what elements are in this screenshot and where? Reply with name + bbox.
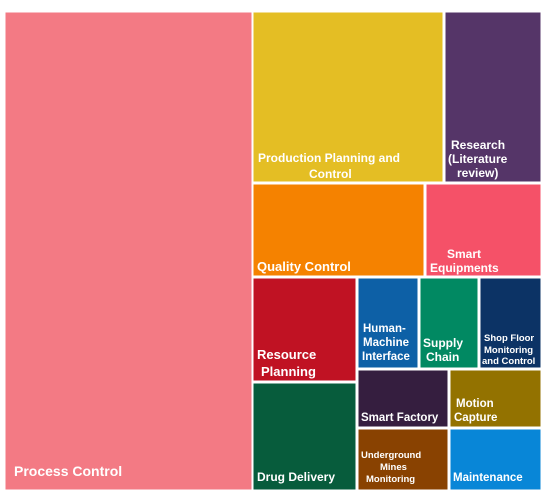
treemap-label-smart-equipments: Smart Equipments [430,247,499,275]
treemap-label-production-planning-and-control: Production Planning and Control [258,151,400,181]
treemap-rect-shop-floor-monitoring-and-control [479,277,542,369]
treemap-cell-drug-delivery: Drug Delivery [252,382,357,491]
treemap-rect-drug-delivery [252,382,357,491]
treemap-label-process-control: Process Control [14,463,122,479]
treemap-cell-production-planning-and-control: Production Planning and Control [252,11,444,183]
treemap-label-quality-control: Quality Control [257,259,351,274]
treemap-label-smart-factory: Smart Factory [361,412,439,424]
treemap-label-maintenance: Maintenance [453,472,523,484]
treemap-label-resource-planning: Resource Planning [257,347,316,379]
treemap-label-human-machine-interface: Human-Machine Interface [362,323,410,363]
treemap-rect-supply-chain [419,277,479,369]
treemap-cell-smart-equipments: Smart Equipments [425,183,542,277]
treemap-label-supply-chain: Supply Chain [423,336,463,364]
treemap-cell-resource-planning: Resource Planning [252,277,357,382]
treemap-cell-supply-chain: Supply Chain [419,277,479,369]
treemap-cell-quality-control: Quality Control [252,183,425,277]
treemap-cell-maintenance: Maintenance [449,428,542,491]
treemap-cell-research-literature-review: Research (Literature review) [444,11,542,183]
treemap-label-motion-capture: Motion Capture [454,398,497,424]
treemap-cell-underground-mines-monitoring: Underground Mines Monitoring [357,428,449,491]
treemap-label-underground-mines-monitoring: Underground Mines Monitoring [361,450,421,485]
treemap-cell-human-machine-interface: Human-Machine Interface [357,277,419,369]
treemap-rect-quality-control [252,183,425,277]
treemap-rect-motion-capture [449,369,542,428]
treemap-cell-smart-factory: Smart Factory [357,369,449,428]
treemap-rect-smart-equipments [425,183,542,277]
treemap-rect-maintenance [449,428,542,491]
treemap-cell-shop-floor-monitoring-and-control: Shop Floor Monitoring and Control [479,277,542,369]
treemap-cell-motion-capture: Motion Capture [449,369,542,428]
treemap-rect-underground-mines-monitoring [357,428,449,491]
treemap-label-shop-floor-monitoring-and-control: Shop Floor Monitoring and Control [482,333,535,367]
treemap-rect-research-literature-review [444,11,542,183]
treemap-rect-human-machine-interface [357,277,419,369]
treemap-rect-process-control [4,11,253,491]
treemap-rect-smart-factory [357,369,449,428]
treemap-label-research-literature-review: Research (Literature review) [448,138,508,180]
treemap-rect-resource-planning [252,277,357,382]
treemap-label-drug-delivery: Drug Delivery [257,470,335,484]
treemap-cell-process-control: Process Control [4,11,253,491]
treemap-rect-production-planning-and-control [252,11,444,183]
